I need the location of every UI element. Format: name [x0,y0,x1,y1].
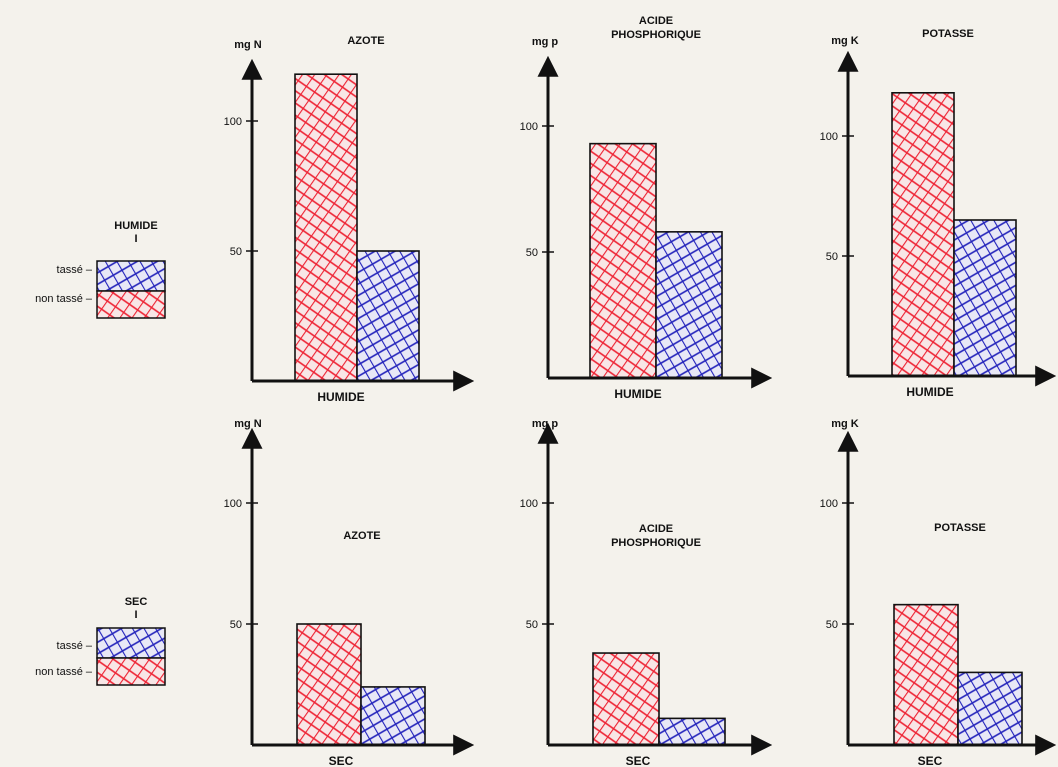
legend-sec-non-tasse-swatch [96,657,166,686]
y-axis-label: mg p [532,36,559,48]
chart-panel-4: 50 100 mg N SEC AZOTE [224,418,475,767]
legend-humide-tasse-swatch [96,260,166,292]
legend-humide-tick: I [134,233,138,245]
y-axis-label: mg p [532,418,559,430]
x-axis-label: SEC [918,754,943,767]
legend-sec-non-tasse-label: non tassé – [35,666,92,678]
y-tick-label: 50 [826,251,838,263]
y-tick-label: 100 [224,116,242,128]
chart-title: POTASSE [922,28,974,40]
bar-non-tasse [891,92,955,377]
x-axis-label: HUMIDE [614,387,661,401]
chart-title-line-1: ACIDE [639,523,673,535]
chart-title: AZOTE [343,530,380,542]
y-axis-label: mg K [831,35,859,47]
y-tick-label: 100 [520,498,538,510]
bar-non-tasse [294,73,358,382]
bar-non-tasse [589,142,657,379]
x-axis-label: SEC [329,754,354,767]
chart-panel-6: 50 100 mg K SEC POTASSE [820,418,1057,767]
legend-humide-non-tasse-label: non tassé – [35,293,92,305]
legend-sec-swatches [96,627,166,686]
chart-panel-5: 50 100 mg p SEC ACIDE PHOSPHORIQUE [520,418,773,767]
bar-tasse [658,717,726,746]
bar-tasse [957,671,1023,746]
chart-panel-3: 50 100 mg K HUMIDE POTASSE [820,28,1057,399]
bar-tasse [655,231,723,379]
legend-humide-non-tasse-swatch [96,290,166,319]
chart-title: AZOTE [347,35,384,47]
y-tick-label: 100 [820,131,838,143]
y-axis-label: mg N [234,418,262,430]
y-tick-label: 50 [526,619,538,631]
x-axis-label: HUMIDE [906,385,953,399]
legend-sec-tasse-label: tassé – [56,640,92,652]
bar-tasse [953,219,1017,377]
chart-title-line-2: PHOSPHORIQUE [611,29,701,41]
bar-tasse [356,250,420,382]
y-tick-label: 100 [520,121,538,133]
x-axis-label: SEC [626,754,651,767]
chart-panel-1: 50 100 mg N HUMIDE AZOTE [224,35,475,404]
chart-panel-2: 50 100 mg p HUMIDE ACIDE PHOSPHORIQUE [520,15,773,401]
x-axis-label: HUMIDE [317,390,364,404]
y-tick-label: 100 [224,498,242,510]
bar-non-tasse [592,652,660,746]
chart-title-line-1: ACIDE [639,15,673,27]
y-tick-label: 50 [230,246,242,258]
y-tick-label: 50 [526,247,538,259]
legend-sec-tick: I [134,609,138,621]
legend-sec-tasse-swatch [96,627,166,659]
y-tick-label: 50 [826,619,838,631]
bar-non-tasse [893,603,959,746]
legend-sec-title: SEC [124,596,148,608]
bar-tasse [360,686,426,746]
chart-title: POTASSE [934,522,986,534]
chart-title-line-2: PHOSPHORIQUE [611,537,701,549]
legend-humide-title: HUMIDE [114,220,158,232]
y-tick-label: 50 [230,619,242,631]
bar-non-tasse [296,623,362,746]
legend-humide-tasse-label: tassé – [56,264,92,276]
legend-humide-swatches [96,260,166,319]
y-tick-label: 100 [820,498,838,510]
y-axis-label: mg K [831,418,859,430]
y-axis-label: mg N [234,39,262,51]
